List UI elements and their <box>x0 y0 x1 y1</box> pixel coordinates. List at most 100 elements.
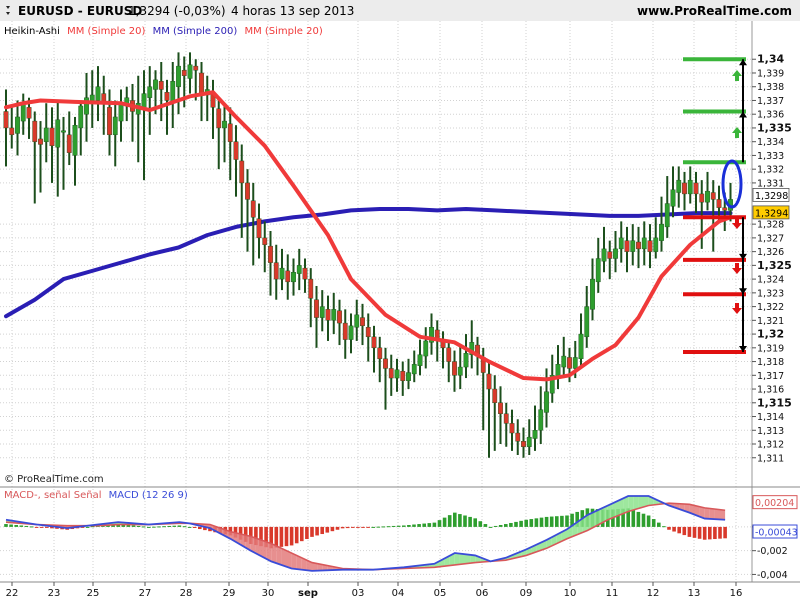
macd-bar <box>570 513 574 527</box>
macd-bar <box>356 526 360 528</box>
candle-body <box>9 127 15 136</box>
x-tick-label-0: 22 <box>6 588 19 599</box>
candle-body <box>61 130 66 133</box>
legend-ma-20: MM (Simple 20) <box>67 26 145 37</box>
symbol-dropdown-icon-2[interactable] <box>6 12 10 15</box>
macd-bar <box>636 511 641 527</box>
macd-fill-segment <box>602 505 608 523</box>
candle-body <box>659 223 664 241</box>
macd-fill-segment <box>454 553 460 565</box>
price-badge-1: 1,3294 <box>755 208 788 219</box>
macd-fill-segment <box>720 509 726 520</box>
macd-bar <box>677 526 681 534</box>
candle-body <box>452 361 457 376</box>
y-tick-label-9: 1,331 <box>757 178 784 189</box>
macd-bar <box>616 509 620 527</box>
y-tick-label-7: 1,333 <box>757 151 784 162</box>
macd-bar <box>131 525 136 527</box>
candle-body <box>239 160 245 184</box>
legend: Heikin-Ashi MM (Simple 20) MM (Simple 20… <box>4 26 323 37</box>
y-tick-label-4: 1,336 <box>757 110 784 121</box>
macd-fill-segment <box>643 496 649 507</box>
macd-bar <box>417 524 421 527</box>
candle-body <box>3 111 9 129</box>
candle-body <box>319 306 325 318</box>
symbol-dropdown-icon[interactable] <box>6 6 10 9</box>
legend-ma-200: MM (Simple 200) <box>153 26 238 37</box>
macd-bar <box>305 526 309 540</box>
macd-bar <box>294 526 299 544</box>
macd-bar <box>682 526 687 536</box>
macd-fill-segment <box>592 510 598 528</box>
macd-fill-segment <box>618 498 624 516</box>
macd-bar <box>493 525 498 527</box>
svg-text:MACD-, señal Señal MACD: MACD-, señal Señal MACD (12 26 9) <box>4 490 188 501</box>
macd-fill-segment <box>261 539 267 559</box>
candle-body <box>618 237 624 250</box>
projection-arrowhead-3 <box>739 288 747 295</box>
macd-bar <box>85 526 90 528</box>
candle-body <box>112 116 118 136</box>
candle-body <box>164 92 170 101</box>
candle-body <box>641 237 647 250</box>
legend-ma-20-second: MM (Simple 20) <box>244 26 322 37</box>
candle-body <box>365 327 371 338</box>
y-tick-label-14: 1,324 <box>757 275 784 286</box>
macd-bar <box>162 526 166 528</box>
macd-fill-segment <box>704 507 710 519</box>
candle-body <box>72 124 78 156</box>
ma-200-layer <box>4 207 733 319</box>
macd-bar <box>718 526 722 539</box>
copyright: © ProRealTime.com <box>4 474 104 485</box>
macd-bar <box>50 526 54 529</box>
candle-body <box>400 370 406 381</box>
macd-bar <box>330 526 335 532</box>
macd-badge-bg-0 <box>752 495 798 510</box>
macd-bar <box>514 521 518 527</box>
candle-body <box>233 141 239 160</box>
macd-bar <box>55 526 59 529</box>
candle-body <box>509 423 515 434</box>
candle-body <box>262 237 268 245</box>
candle-body <box>601 248 607 262</box>
candle-body <box>78 105 84 129</box>
macd-bar <box>80 526 85 528</box>
candle-body <box>636 241 641 250</box>
candle-body <box>95 86 101 101</box>
price-badges: 1,3298 1,3294 <box>752 188 790 219</box>
candle-body <box>572 357 578 369</box>
macd-bar <box>702 526 707 540</box>
macd-fill-segment <box>312 562 318 571</box>
legend-heikin-ashi: Heikin-Ashi <box>4 26 60 37</box>
x-tick-label-3: 27 <box>139 588 152 599</box>
candle-body <box>222 120 227 129</box>
macd-bar <box>708 526 712 540</box>
macd-bar <box>300 526 304 542</box>
macd-bar <box>284 526 289 547</box>
macd-bar <box>422 523 426 527</box>
candle-body <box>250 200 256 218</box>
candle-body <box>521 441 526 447</box>
price-change: 1,3294 (-0,03%) <box>128 4 226 18</box>
macd-fill-segment <box>271 543 277 564</box>
macd-bar <box>167 525 171 527</box>
candle-body <box>227 123 233 142</box>
candle-body <box>296 265 302 274</box>
macd-bar <box>407 524 411 527</box>
x-tick-label-14: 11 <box>606 588 619 599</box>
candle-body <box>532 430 538 439</box>
projection-arrowhead-4 <box>739 345 747 352</box>
y-tick-label-13: 1,325 <box>757 259 792 272</box>
macd-fill-segment <box>638 496 644 509</box>
macd-bar <box>427 523 432 527</box>
macd-bar <box>723 526 727 539</box>
macd-bar <box>504 524 508 527</box>
x-tick-label-2: 25 <box>87 588 100 599</box>
site-link[interactable]: www.ProRealTime.com <box>637 4 792 18</box>
macd-bar <box>177 525 182 527</box>
candle-body <box>43 127 49 142</box>
macd-bar <box>524 519 528 527</box>
y-tick-label-19: 1,319 <box>757 343 784 354</box>
y-tick-label-11: 1,327 <box>757 233 784 244</box>
